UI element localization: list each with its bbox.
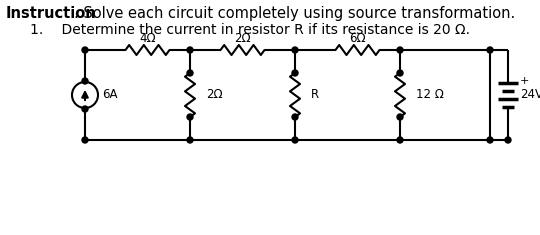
Circle shape: [487, 47, 493, 53]
Circle shape: [187, 47, 193, 53]
Circle shape: [292, 137, 298, 143]
Text: 1.  Determine the current in resistor R if its resistance is 20 Ω.: 1. Determine the current in resistor R i…: [30, 23, 470, 37]
Circle shape: [397, 114, 403, 120]
Circle shape: [187, 114, 193, 120]
Circle shape: [82, 137, 88, 143]
Circle shape: [82, 106, 88, 112]
Circle shape: [187, 137, 193, 143]
Circle shape: [505, 137, 511, 143]
Text: 12 Ω: 12 Ω: [416, 89, 444, 102]
Circle shape: [82, 78, 88, 84]
Text: Instruction: Instruction: [6, 6, 97, 21]
Text: 4Ω: 4Ω: [139, 32, 156, 46]
Circle shape: [397, 137, 403, 143]
Circle shape: [487, 137, 493, 143]
Circle shape: [397, 47, 403, 53]
Circle shape: [397, 70, 403, 76]
Text: . Solve each circuit completely using source transformation.: . Solve each circuit completely using so…: [74, 6, 515, 21]
Circle shape: [82, 47, 88, 53]
Text: 24V: 24V: [520, 89, 540, 102]
Circle shape: [292, 47, 298, 53]
Text: 2Ω: 2Ω: [234, 32, 251, 46]
Text: 6A: 6A: [102, 89, 118, 102]
Circle shape: [292, 114, 298, 120]
Text: 6Ω: 6Ω: [349, 32, 366, 46]
Circle shape: [292, 70, 298, 76]
Text: 2Ω: 2Ω: [206, 89, 222, 102]
Text: R: R: [311, 89, 319, 102]
Circle shape: [187, 70, 193, 76]
Text: +: +: [520, 76, 529, 86]
